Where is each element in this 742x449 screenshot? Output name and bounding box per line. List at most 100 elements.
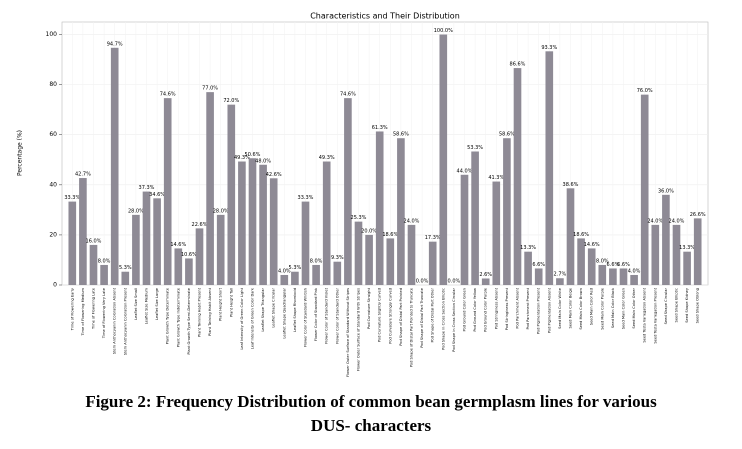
value-label: 33.3%: [298, 195, 314, 201]
bar: [238, 161, 246, 285]
value-label: 8.0%: [310, 258, 323, 264]
x-tick-label: Pod Shape in Cross Section Elliptic: [441, 288, 445, 350]
bar: [153, 198, 161, 285]
value-label: 74.6%: [160, 92, 176, 98]
value-label: 0.0%: [448, 279, 461, 285]
x-tick-label: Leaf Intensity of Green Color Light: [240, 287, 244, 349]
x-tick-label: Pod Stringiness Present: [505, 287, 509, 330]
bar: [534, 268, 543, 285]
x-tick-label: Pod Ground Color Yellow: [473, 288, 477, 332]
x-tick-label: Plant Growth Type Determinate: [166, 287, 170, 344]
bar: [619, 268, 628, 285]
x-tick-label: Plant Twining Habit Absent: [208, 287, 212, 336]
x-tick-label: Time of Flowering Medium: [81, 288, 85, 337]
x-tick-label: Time of Flowering Very Late: [102, 287, 106, 339]
x-tick-label: Pod Curvature Straight: [367, 287, 371, 329]
bar: [566, 188, 575, 285]
bar: [185, 258, 193, 285]
bar: [407, 224, 416, 285]
value-label: 58.6%: [393, 132, 409, 138]
x-tick-label: Plant Growth Type Semi-Determinate: [187, 287, 191, 354]
x-tick-label: Pod Shape of Distal Part Other: [431, 287, 435, 342]
value-label: 26.6%: [690, 212, 706, 218]
value-label: 24.0%: [404, 218, 420, 224]
value-label: 49.3%: [319, 155, 335, 161]
x-tick-label: Plant Height Short: [219, 287, 223, 320]
bar: [216, 214, 225, 285]
value-label: 61.3%: [372, 125, 388, 131]
bar: [439, 34, 448, 286]
value-label: 24.0%: [669, 218, 685, 224]
x-tick-label: Pod Shape of Distal Part Pointed: [399, 288, 403, 346]
bar: [206, 92, 214, 285]
x-tick-label: Pod Shape of Distal Part Pointed to Trun…: [410, 287, 414, 367]
value-label: 20.0%: [361, 228, 377, 234]
bar: [609, 268, 617, 285]
bar: [195, 228, 204, 285]
value-label: 24.0%: [647, 218, 663, 224]
x-tick-label: Seed Main Color White: [558, 287, 562, 329]
value-label: 2.6%: [479, 272, 492, 278]
bar: [545, 51, 554, 286]
bar: [503, 138, 511, 285]
bar: [471, 151, 479, 285]
value-label: 4.0%: [278, 268, 291, 274]
x-tick-label: Seed Main Color Purple: [600, 287, 604, 330]
x-tick-label: Leaflet Shape Triangular: [261, 287, 265, 331]
x-tick-label: Seed Shape Oblong: [696, 288, 700, 323]
bar: [333, 261, 342, 285]
x-tick-label: Seed Main Color Beige: [569, 287, 573, 328]
bar: [630, 274, 638, 285]
x-tick-label: Seed Main Color Black: [611, 287, 615, 328]
y-tick-label: 20: [49, 231, 57, 238]
value-label: 93.3%: [541, 45, 557, 51]
chart-title: Characteristics and Their Distribution: [310, 12, 460, 21]
bar: [312, 264, 320, 285]
x-tick-label: Time of Flowering Early: [70, 287, 74, 331]
y-tick-label: 60: [49, 131, 57, 138]
value-label: 5.3%: [119, 265, 132, 271]
bar: [672, 224, 681, 285]
value-label: 77.0%: [202, 86, 218, 92]
bar: [693, 218, 702, 285]
value-label: 5.3%: [289, 265, 302, 271]
x-tick-label: Pod Pigmentation Absent: [547, 287, 551, 333]
x-tick-label: Seed Main Color Brown: [579, 288, 583, 330]
x-tick-label: Plant Height Tall: [229, 288, 233, 317]
bar: [587, 248, 596, 285]
x-tick-label: Leaf Intensity of Green Color Dark: [251, 287, 255, 349]
x-tick-label: Seed Testa Variegation Absent: [643, 287, 647, 342]
bar: [524, 251, 532, 285]
value-label: 72.0%: [223, 98, 239, 104]
x-tick-label: Stem Anthocyanin Coloration Present: [123, 287, 127, 355]
y-tick-label: 80: [49, 81, 57, 88]
x-tick-label: Seed Shape Circular: [664, 287, 668, 324]
bar: [481, 278, 490, 285]
bar: [110, 47, 119, 286]
y-tick-label: 100: [46, 31, 58, 38]
value-label: 10.6%: [181, 252, 197, 258]
x-tick-label: Pod Ground Color Green: [463, 288, 467, 331]
bar: [322, 161, 331, 285]
bar: [354, 221, 363, 285]
value-label: 14.6%: [170, 242, 186, 248]
bar: [577, 238, 585, 285]
value-label: 13.3%: [520, 245, 536, 251]
value-label: 34.6%: [149, 192, 165, 198]
value-label: 4.0%: [628, 268, 641, 274]
x-tick-label: Pod Shape in Cross Section Circular: [452, 287, 456, 351]
value-label: 14.6%: [584, 242, 600, 248]
bar: [280, 274, 289, 285]
value-label: 8.0%: [98, 258, 111, 264]
value-label: 42.6%: [266, 172, 282, 178]
x-tick-label: Flower Outer Surface of Standard Without…: [346, 288, 350, 377]
bar: [269, 178, 278, 285]
bar: [662, 194, 670, 285]
x-tick-label: Pod Shape of Distal Part Truncate: [420, 287, 424, 348]
bar: [79, 178, 87, 285]
value-label: 86.6%: [510, 62, 526, 68]
value-label: 33.3%: [64, 195, 80, 201]
bar: [121, 271, 130, 285]
